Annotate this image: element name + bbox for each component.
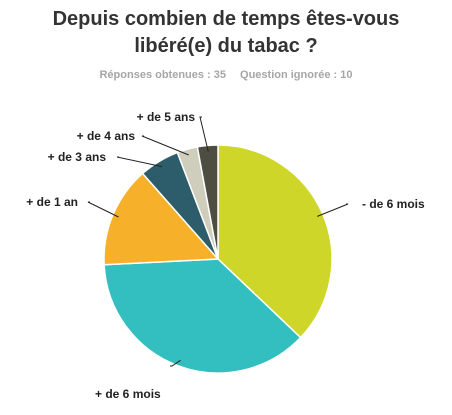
chart-title: Depuis combien de temps êtes-vous libéré… <box>0 6 452 60</box>
chart-title-line-1: Depuis combien de temps êtes-vous <box>52 8 400 30</box>
slice-label-3: + de 3 ans <box>48 150 107 164</box>
chart-title-line-2: libéré(e) du tabac ? <box>134 35 318 57</box>
leader-line-2 <box>87 201 119 218</box>
leader-line-1 <box>170 359 181 367</box>
leader-line-5 <box>199 116 209 152</box>
pie-slice-5[interactable] <box>196 144 219 260</box>
slice-label-0: - de 6 mois <box>362 197 425 211</box>
slice-label-1: + de 6 mois <box>95 387 161 401</box>
leader-line-0 <box>317 203 349 217</box>
responses-count: Réponses obtenues : 35 <box>99 69 227 81</box>
skipped-count: Question ignorée : 10 <box>240 69 353 81</box>
leader-line-3 <box>116 156 163 168</box>
slice-label-4: + de 4 ans <box>77 129 136 143</box>
slice-label-5: + de 5 ans <box>137 110 196 124</box>
pie-slice-1[interactable] <box>103 258 302 374</box>
leader-line-4 <box>141 135 189 156</box>
response-stats: Réponses obtenues : 35 Question ignorée :… <box>0 69 452 81</box>
slice-label-2: + de 1 an <box>26 195 78 209</box>
